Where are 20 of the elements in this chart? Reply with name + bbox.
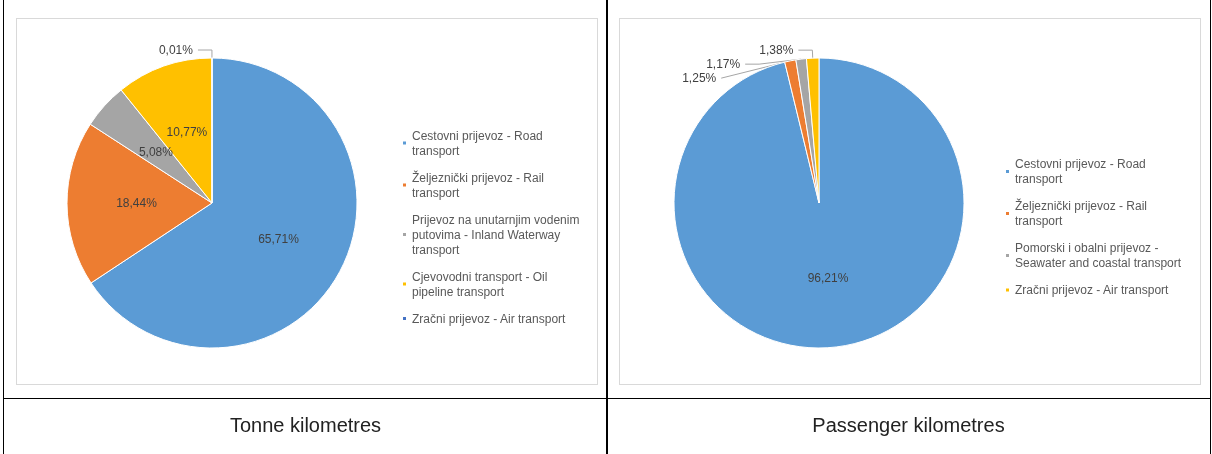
text: Passenger kilometres <box>812 414 1005 436</box>
data-label: 1,25% <box>682 71 717 86</box>
data-label: 96,21% <box>807 270 849 285</box>
data-label: 5,08% <box>138 145 174 160</box>
legend-label: Zračni prijevoz - Air transport <box>1015 283 1170 297</box>
legend-label: Željeznički prijevoz - Rail transport <box>1015 198 1151 228</box>
data-label: 10,77% <box>166 124 208 139</box>
legend-label: Cestovni prijevoz - Road transport <box>1015 157 1150 186</box>
legend-label: Cestovni prijevoz - Road transport <box>412 128 547 158</box>
data-label: 65,71% <box>258 231 300 246</box>
legend-label: Prijevoz na unutarnjim vodenim putovima - Inland Waterway transport <box>412 212 583 257</box>
data-label: 1,38% <box>759 43 794 58</box>
legend-label: Pomorski i obalni prijevoz - Seawater and coastal transport <box>1015 241 1182 270</box>
text: Tonne kilometres <box>229 414 382 436</box>
legend-label: Zračni prijevoz - Air transport <box>412 311 567 326</box>
data-label: 18,44% <box>116 196 158 211</box>
data-label: 0,01% <box>158 43 194 57</box>
data-label: 1,17% <box>706 57 741 72</box>
legend-label: Željeznički prijevoz - Rail transport <box>412 169 548 200</box>
legend-label: Cjevovodni transport - Oil pipeline transport <box>412 269 551 299</box>
